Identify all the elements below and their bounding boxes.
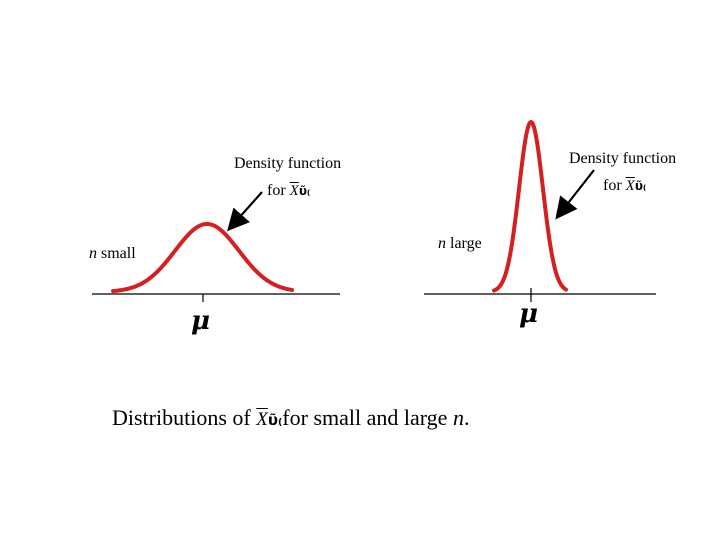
- left-density-curve: [111, 222, 294, 294]
- left-mu-symbol: μ: [191, 306, 211, 336]
- left-mu-label: μ: [191, 306, 210, 336]
- right-for-text: for: [603, 177, 622, 194]
- left-density-title: Density function: [234, 155, 342, 172]
- right-mu-symbol: μ: [519, 299, 539, 329]
- left-garbled-glyph: ῦ₍: [298, 184, 311, 198]
- right-density-label: Density function: [569, 150, 676, 168]
- right-n-label: n large: [438, 235, 482, 253]
- right-mu-label: μ: [519, 299, 538, 329]
- right-garbled-glyph: ῦ₍: [634, 179, 647, 193]
- right-density-for: for Xῦ₍: [603, 177, 646, 195]
- left-n-label: n small: [89, 245, 136, 263]
- right-density-curve: [492, 119, 568, 293]
- right-density-title: Density function: [569, 150, 677, 167]
- caption-suffix: .: [463, 405, 470, 430]
- right-n-italic: n: [438, 235, 446, 252]
- caption-middle: for small and large: [282, 405, 453, 430]
- left-pointer-arrow: [227, 191, 263, 232]
- caption-prefix: Distributions of: [112, 405, 251, 430]
- caption-garbled-glyph: ῦ₍: [267, 411, 283, 429]
- left-density-label: Density function: [234, 155, 341, 173]
- caption: Distributions of Xῦ₍for small and large …: [112, 405, 469, 431]
- left-n-text: small: [97, 245, 136, 262]
- right-xbar-symbol: X: [625, 178, 635, 194]
- left-for-text: for: [267, 182, 286, 199]
- caption-xbar-symbol: X: [256, 409, 268, 430]
- caption-n-italic: n: [452, 405, 464, 430]
- left-density-for: for Xῦ₍: [267, 182, 310, 200]
- left-n-italic: n: [89, 245, 97, 262]
- left-xbar-symbol: X: [289, 183, 299, 199]
- right-pointer-arrow: [555, 169, 595, 220]
- right-n-text: large: [446, 235, 482, 252]
